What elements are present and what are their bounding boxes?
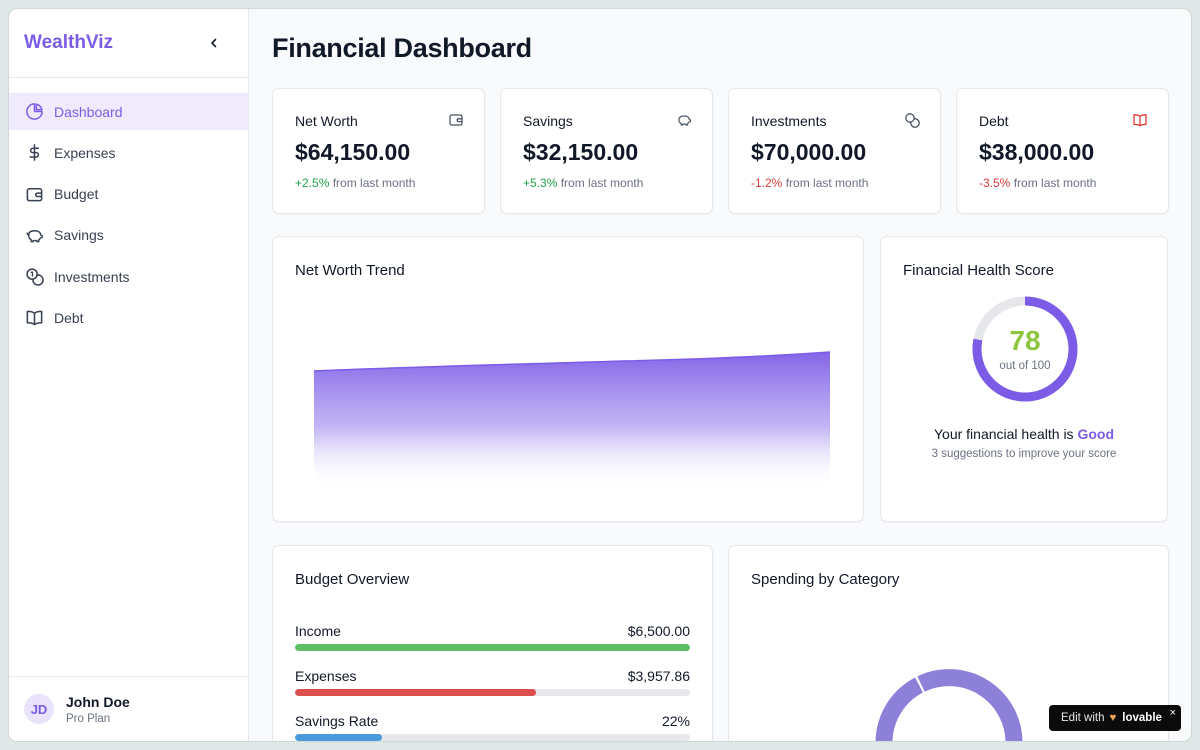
stat-card-net-worth: Net Worth $64,150.00 +2.5% from last mon… [272, 88, 485, 214]
stat-value: $64,150.00 [295, 139, 411, 165]
budget-label: Income [295, 623, 341, 639]
app-window: WealthViz Dashboard Expenses [9, 9, 1191, 741]
budget-bar-fill [295, 689, 536, 696]
sidebar-nav: Dashboard Expenses Budget Savings [9, 93, 248, 341]
chevron-left-icon [211, 38, 217, 48]
book-open-icon [24, 308, 44, 328]
sidebar-item-expenses[interactable]: Expenses [9, 134, 248, 171]
close-icon[interactable]: × [1169, 707, 1176, 719]
sidebar-item-dashboard[interactable]: Dashboard [9, 93, 248, 130]
net-worth-area-chart[interactable] [313, 347, 831, 489]
page-title: Financial Dashboard [272, 33, 532, 63]
badge-prefix: Edit with [1061, 712, 1105, 724]
dollar-sign-icon [24, 143, 44, 163]
sidebar-item-label: Investments [54, 268, 130, 285]
sidebar-item-label: Budget [54, 186, 99, 203]
health-score-gauge: 78 out of 100 [971, 295, 1079, 403]
budget-value: $6,500.00 [627, 623, 690, 639]
coins-icon [905, 113, 920, 128]
budget-bar-track [295, 734, 690, 741]
sidebar-item-label: Dashboard [54, 103, 123, 120]
budget-bar-track [295, 689, 690, 696]
net-worth-area [314, 352, 830, 489]
user-name: John Doe [66, 694, 130, 710]
net-worth-trend-card: Net Worth Trend [272, 236, 864, 522]
budget-label: Savings Rate [295, 713, 379, 729]
budget-bar-fill [295, 734, 382, 741]
budget-overview-card: Budget Overview Income $6,500.00 Expense… [272, 545, 713, 741]
change-percent: -3.5% [979, 176, 1011, 190]
budget-value: 22% [661, 713, 690, 729]
donut-segment[interactable] [917, 669, 1023, 741]
stat-card-debt: Debt $38,000.00 -3.5% from last month [956, 88, 1169, 214]
stat-change: -1.2% from last month [751, 176, 868, 190]
wallet-icon [24, 184, 44, 204]
sidebar-item-label: Savings [54, 227, 104, 244]
app-logo[interactable]: WealthViz [24, 32, 114, 53]
edit-with-lovable-badge[interactable]: Edit with ♥ lovable × [1049, 705, 1181, 731]
sidebar-item-label: Expenses [54, 144, 116, 161]
collapse-sidebar-button[interactable] [205, 34, 223, 52]
health-status-prefix: Your financial health is [933, 426, 1074, 442]
change-percent: -1.2% [751, 176, 783, 190]
stat-card-investments: Investments $70,000.00 -1.2% from last m… [728, 88, 941, 214]
sidebar-header: WealthViz [9, 9, 248, 78]
donut-segment[interactable] [875, 677, 924, 741]
stat-label: Debt [979, 113, 1009, 129]
piggy-bank-icon [678, 115, 692, 126]
pie-chart-icon [24, 102, 44, 122]
stat-label: Investments [751, 113, 827, 129]
gauge-progress-arc [972, 296, 1078, 402]
stat-change: +2.5% from last month [295, 176, 415, 190]
stat-change: -3.5% from last month [979, 176, 1096, 190]
change-percent: +5.3% [523, 176, 558, 190]
stat-change: +5.3% from last month [523, 176, 643, 190]
coins-icon [24, 267, 44, 287]
card-title: Financial Health Score [903, 262, 1054, 279]
sidebar-item-budget[interactable]: Budget [9, 176, 248, 213]
user-plan: Pro Plan [66, 713, 111, 725]
net-worth-line [313, 351, 831, 372]
heart-icon: ♥ [1109, 712, 1117, 724]
financial-health-card: Financial Health Score 78 out of 100 You… [880, 236, 1168, 522]
budget-label: Expenses [295, 668, 357, 684]
card-title: Spending by Category [751, 571, 900, 588]
stat-value: $38,000.00 [979, 139, 1095, 165]
change-suffix: from last month [1013, 176, 1097, 190]
change-suffix: from last month [560, 176, 644, 190]
budget-value: $3,957.86 [627, 668, 690, 684]
health-rating: Good [1077, 426, 1114, 442]
change-percent: +2.5% [295, 176, 330, 190]
spending-donut-chart[interactable] [874, 663, 1024, 741]
health-suggestions[interactable]: 3 suggestions to improve your score [931, 448, 1117, 460]
health-score-out-of: out of 100 [999, 360, 1051, 372]
sidebar: WealthViz Dashboard Expenses [9, 9, 249, 741]
change-suffix: from last month [332, 176, 416, 190]
user-profile[interactable]: JD John Doe Pro Plan [9, 676, 248, 741]
stat-label: Savings [523, 113, 573, 129]
badge-brand: lovable [1122, 712, 1162, 724]
health-status-text: Your financial health is Good [881, 426, 1167, 442]
wallet-icon [449, 114, 463, 126]
piggy-bank-icon [24, 225, 44, 245]
stat-value: $70,000.00 [751, 139, 867, 165]
card-title: Budget Overview [295, 571, 410, 588]
budget-bar-track [295, 644, 690, 651]
health-score-value: 78 [1009, 325, 1041, 356]
book-open-icon [1133, 114, 1147, 127]
stat-card-savings: Savings $32,150.00 +5.3% from last month [500, 88, 713, 214]
change-suffix: from last month [785, 176, 869, 190]
sidebar-item-debt[interactable]: Debt [9, 299, 248, 336]
stat-value: $32,150.00 [523, 139, 639, 165]
card-title: Net Worth Trend [295, 262, 405, 279]
budget-bar-fill [295, 644, 690, 651]
stat-label: Net Worth [295, 113, 358, 129]
sidebar-item-investments[interactable]: Investments [9, 258, 248, 295]
avatar[interactable]: JD [24, 694, 54, 724]
sidebar-item-label: Debt [54, 309, 84, 326]
sidebar-item-savings[interactable]: Savings [9, 217, 248, 254]
